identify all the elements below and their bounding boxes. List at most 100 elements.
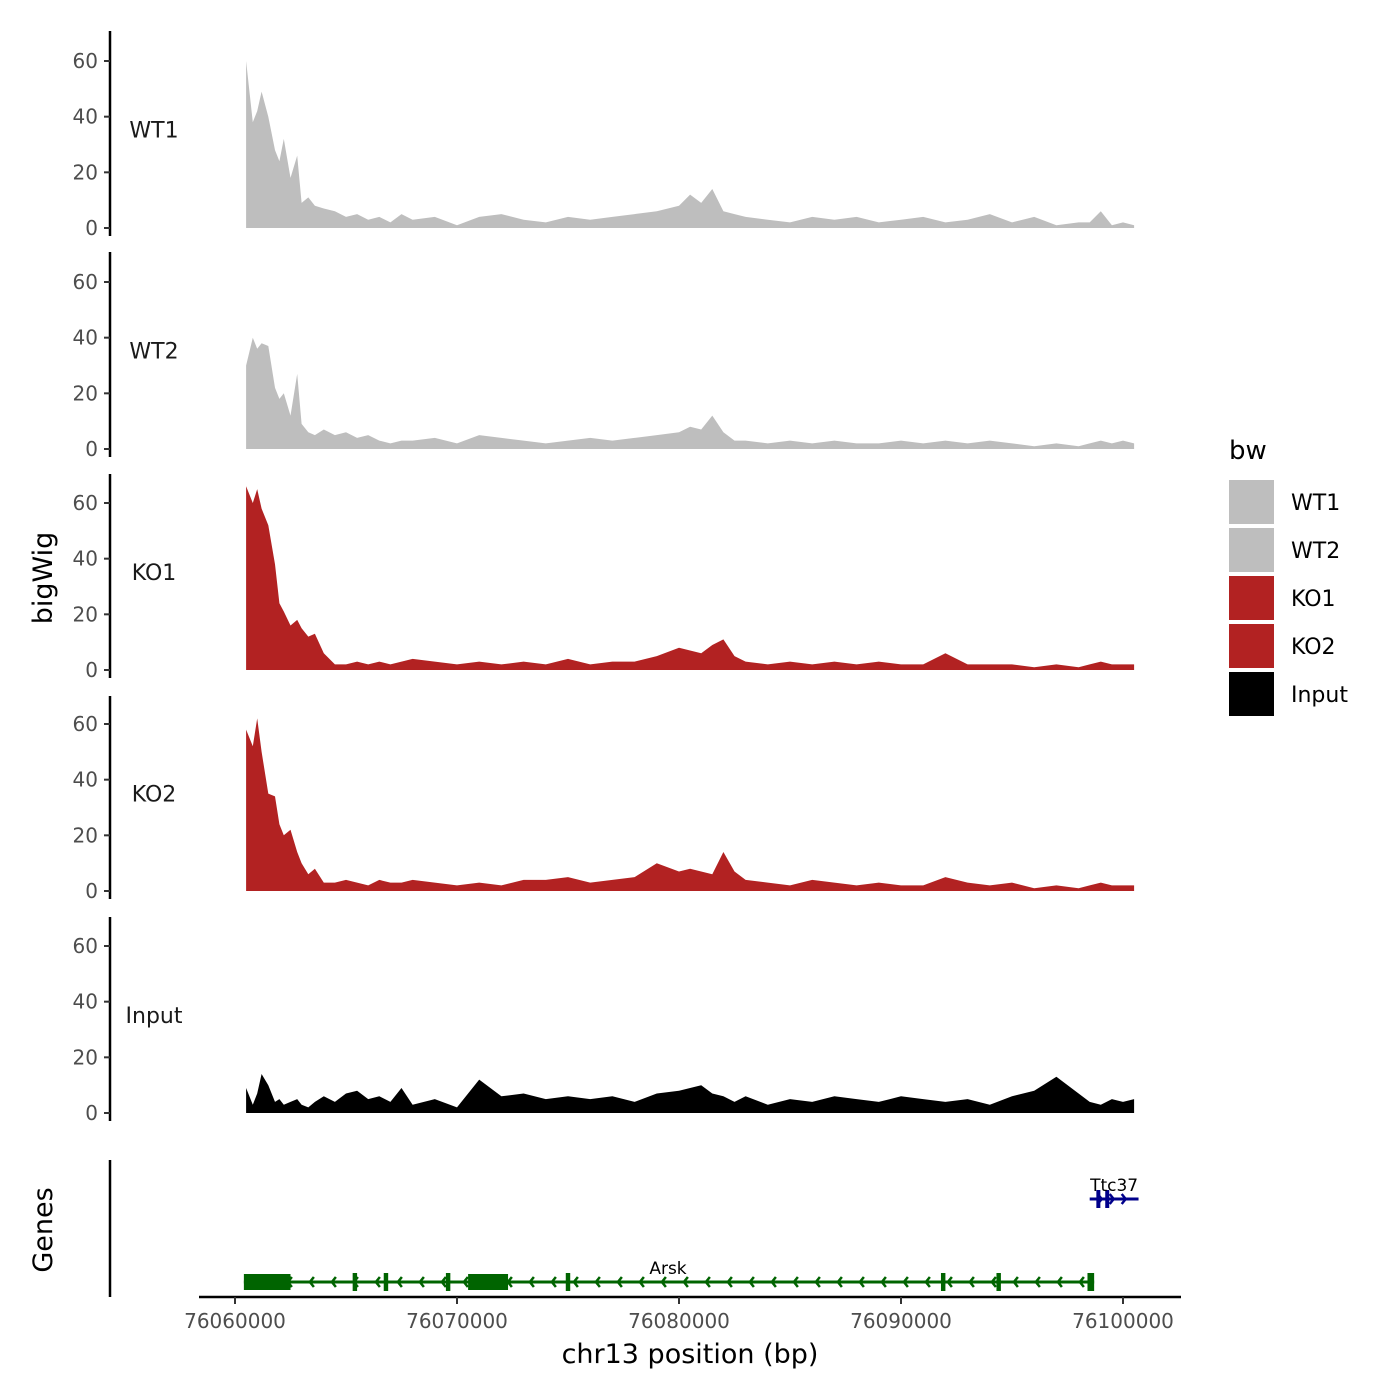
track-input: 0 20 40 60 Input <box>73 917 1135 1125</box>
strand-chevron <box>1012 1276 1019 1288</box>
strand-chevron <box>594 1276 601 1288</box>
legend-key-wt1 <box>1229 480 1274 524</box>
x-tick-label: 76100000 <box>1072 1309 1174 1333</box>
genes-axis-title: Genes <box>28 1187 59 1272</box>
strand-chevron <box>1078 1276 1085 1288</box>
y-tick-label: 20 <box>73 381 98 405</box>
y-tick-label: 40 <box>73 547 98 571</box>
strand-chevron <box>968 1276 975 1288</box>
strand-chevron <box>374 1276 381 1288</box>
x-tick-label: 76080000 <box>628 1309 730 1333</box>
gene-label-arsk: Arsk <box>649 1259 686 1279</box>
track-wt1: 0 20 40 60 WT1 <box>73 31 1135 240</box>
track-label-wt1: WT1 <box>129 119 178 144</box>
gene-exon <box>1087 1273 1095 1291</box>
y-tick-label: 20 <box>73 160 98 184</box>
strand-chevron <box>836 1276 843 1288</box>
legend-title: bw <box>1229 436 1267 466</box>
strand-chevron <box>1034 1276 1041 1288</box>
y-tick-label: 0 <box>85 1101 98 1125</box>
signal-area-ko1 <box>246 486 1135 670</box>
x-tick-label: 76090000 <box>850 1309 952 1333</box>
track-label-wt2: WT2 <box>129 340 178 365</box>
y-tick-label: 0 <box>85 658 98 682</box>
strand-chevron <box>528 1276 535 1288</box>
track-ko1: 0 20 40 60 KO1 <box>73 474 1135 682</box>
strand-chevron <box>1120 1193 1128 1205</box>
gene-exon <box>1105 1190 1110 1208</box>
track-label-input: Input <box>126 1004 183 1029</box>
y-tick-label: 60 <box>73 49 98 73</box>
gene-exon <box>383 1273 389 1291</box>
gene-arsk: Arsk <box>243 1259 1095 1291</box>
y-tick-label: 60 <box>73 712 98 736</box>
legend-key-wt2 <box>1229 528 1274 572</box>
legend-label-ko2: KO2 <box>1291 635 1336 660</box>
strand-chevron <box>308 1276 315 1288</box>
strand-chevron <box>902 1276 909 1288</box>
gene-exon <box>445 1273 451 1291</box>
strand-chevron <box>924 1276 931 1288</box>
strand-chevron <box>704 1276 711 1288</box>
y-tick-label: 20 <box>73 602 98 626</box>
y-tick-label: 40 <box>73 105 98 129</box>
strand-chevron <box>396 1276 403 1288</box>
strand-chevron <box>748 1276 755 1288</box>
y-tick-label: 40 <box>73 768 98 792</box>
gene-track: Arsk Ttc37 <box>108 1160 1139 1297</box>
strand-chevron <box>572 1276 579 1288</box>
legend-label-ko1: KO1 <box>1291 587 1336 612</box>
strand-chevron <box>660 1276 667 1288</box>
strand-chevron <box>616 1276 623 1288</box>
legend-key-ko2 <box>1229 624 1274 668</box>
strand-chevron <box>330 1276 337 1288</box>
signal-tracks: 0 20 40 60 WT1 0 20 40 60 WT2 0 20 40 60 KO1 0 20 40 60 KO2… <box>73 31 1135 1125</box>
y-tick-label: 40 <box>73 990 98 1014</box>
track-label-ko2: KO2 <box>132 783 177 808</box>
x-tick-label: 76060000 <box>184 1309 286 1333</box>
strand-chevron <box>880 1276 887 1288</box>
legend: bw WT1 WT2 KO1 KO2 Input <box>1229 436 1348 716</box>
legend-key-input <box>1229 672 1274 716</box>
strand-chevron <box>682 1276 689 1288</box>
y-tick-label: 0 <box>85 216 98 240</box>
strand-chevron <box>1108 1193 1116 1205</box>
signal-area-input <box>246 1074 1135 1113</box>
x-axis: 76060000 76070000 76080000 76090000 76100000 <box>184 1295 1181 1333</box>
track-wt2: 0 20 40 60 WT2 <box>73 252 1135 461</box>
strand-chevron <box>1056 1276 1063 1288</box>
gene-exon <box>1096 1190 1101 1208</box>
gene-exon <box>352 1273 358 1291</box>
y-tick-label: 60 <box>73 934 98 958</box>
strand-chevron <box>440 1276 447 1288</box>
track-ko2: 0 20 40 60 KO2 <box>73 696 1135 903</box>
legend-label-input: Input <box>1291 683 1348 708</box>
gene-exon <box>940 1273 946 1291</box>
y-tick-label: 60 <box>73 270 98 294</box>
gene-exon <box>996 1273 1001 1291</box>
strand-chevron <box>638 1276 645 1288</box>
signal-area-wt1 <box>246 61 1135 228</box>
y-axis-title: bigWig <box>28 532 59 625</box>
gene-exon <box>565 1273 571 1291</box>
strand-chevron <box>550 1276 557 1288</box>
y-tick-label: 0 <box>85 437 98 461</box>
y-tick-label: 60 <box>73 491 98 515</box>
track-label-ko1: KO1 <box>132 561 177 586</box>
strand-chevron <box>946 1276 953 1288</box>
legend-key-ko1 <box>1229 576 1274 620</box>
strand-chevron <box>792 1276 799 1288</box>
x-tick-label: 76070000 <box>406 1309 508 1333</box>
gene-exon <box>468 1274 509 1290</box>
strand-chevron <box>770 1276 777 1288</box>
y-tick-label: 40 <box>73 326 98 350</box>
strand-chevron <box>462 1276 469 1288</box>
strand-chevron <box>814 1276 821 1288</box>
signal-area-ko2 <box>246 718 1135 891</box>
strand-chevron <box>858 1276 865 1288</box>
legend-label-wt2: WT2 <box>1291 539 1340 564</box>
x-axis-title: chr13 position (bp) <box>562 1339 819 1370</box>
y-tick-label: 0 <box>85 879 98 903</box>
strand-chevron <box>990 1276 997 1288</box>
